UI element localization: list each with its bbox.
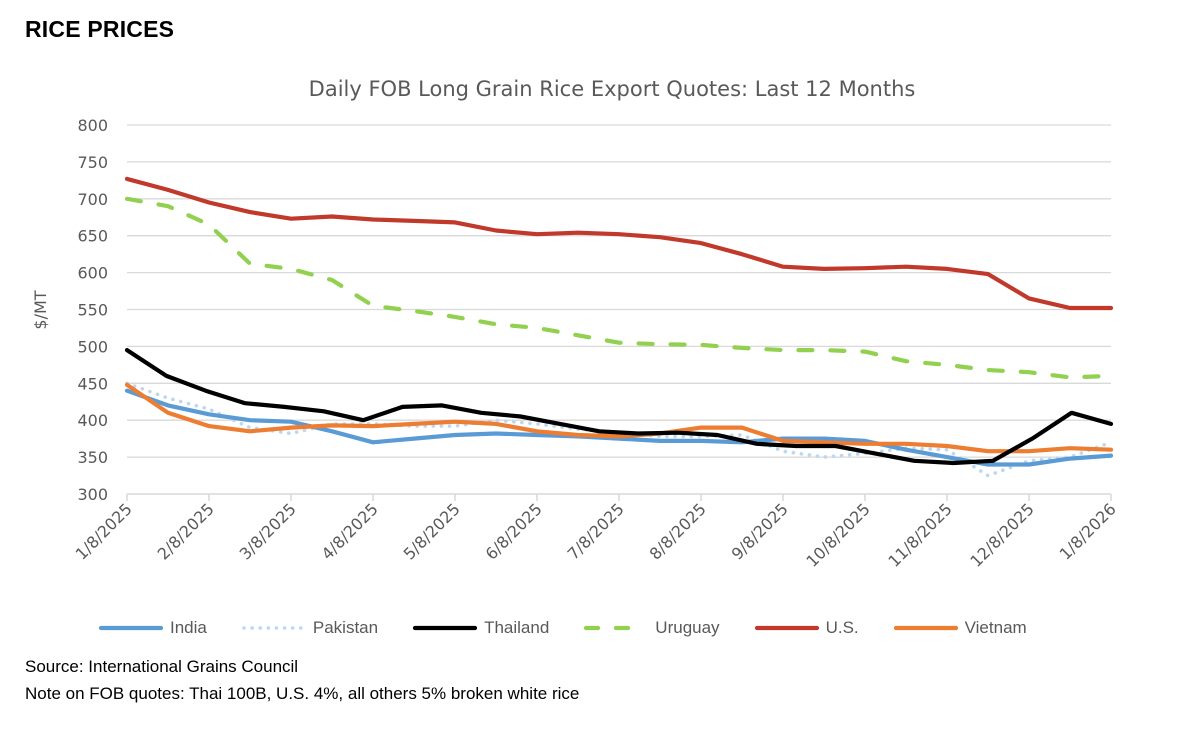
series-lines (124, 176, 1114, 478)
chart-title: Daily FOB Long Grain Rice Export Quotes:… (309, 77, 916, 101)
legend-item-us: U.S. (754, 618, 859, 638)
y-axis-label: $/MT (31, 290, 50, 329)
x-tick-label: 8/8/2025 (646, 499, 710, 563)
legend-label: Uruguay (655, 618, 720, 637)
y-axis-ticks: 300 350 400 450 500 550 600 650 700 750 800 (77, 116, 108, 504)
legend-label: U.S. (825, 618, 859, 637)
y-tick-label: 500 (77, 337, 108, 356)
legend-label: Vietnam (964, 618, 1027, 637)
page-heading: RICE PRICES (25, 16, 175, 42)
legend-item-thailand: Thailand (412, 618, 549, 638)
series-line-vietnam (124, 382, 1114, 454)
y-tick-label: 650 (77, 227, 108, 246)
legend-swatch (754, 625, 819, 631)
legend-label: Pakistan (312, 618, 379, 637)
legend-item-uruguay: Uruguay (583, 618, 720, 638)
x-tick-label: 1/8/2025 (72, 499, 136, 563)
series-line-india (124, 388, 1114, 467)
series-line-thailand (124, 348, 1114, 466)
legend-label: India (170, 618, 207, 637)
x-tick-label: 7/8/2025 (564, 499, 628, 563)
source-note: Source: International Grains Council (25, 657, 299, 676)
legend-swatch (893, 625, 958, 631)
legend-item-india: India (98, 618, 207, 638)
legend-swatch (98, 625, 164, 631)
legend-swatch (412, 625, 478, 631)
y-tick-label: 450 (77, 374, 108, 393)
x-tick-label: 3/8/2025 (236, 499, 300, 563)
x-tick-label: 10/8/2025 (802, 499, 873, 570)
legend-item-pakistan: Pakistan (241, 618, 378, 638)
legend-label: Thailand (484, 618, 550, 637)
x-tick-label: 5/8/2025 (400, 499, 464, 563)
y-tick-label: 700 (77, 190, 108, 209)
x-tick-label: 1/8/2026 (1056, 499, 1120, 563)
legend-swatch (584, 625, 649, 631)
x-tick-label: 12/8/2025 (966, 499, 1037, 570)
legend-item-vietnam: Vietnam (893, 618, 1027, 638)
x-axis: 1/8/2025 2/8/2025 3/8/2025 4/8/2025 5/8/2025… (72, 493, 1120, 571)
y-tick-label: 400 (77, 411, 108, 430)
rice-price-chart: Daily FOB Long Grain Rice Export Quotes:… (31, 77, 1120, 571)
x-tick-label: 4/8/2025 (318, 499, 382, 563)
quote-note: Note on FOB quotes: Thai 100B, U.S. 4%, … (25, 684, 580, 703)
y-tick-label: 350 (77, 448, 108, 467)
x-tick-label: 11/8/2025 (884, 499, 955, 570)
y-tick-label: 300 (77, 485, 108, 504)
legend: India Pakistan Thailand Uruguay U.S. Vietnam (98, 618, 1061, 638)
y-tick-label: 550 (77, 301, 108, 320)
y-tick-label: 750 (77, 153, 108, 172)
y-tick-label: 600 (77, 264, 108, 283)
series-line-uruguay (124, 196, 1114, 380)
gridlines (127, 124, 1111, 458)
series-line-us (124, 176, 1114, 311)
x-tick-label: 6/8/2025 (482, 499, 546, 563)
x-tick-label: 2/8/2025 (154, 499, 218, 563)
legend-swatch (242, 626, 306, 630)
y-tick-label: 800 (77, 116, 108, 135)
x-tick-label: 9/8/2025 (728, 499, 792, 563)
